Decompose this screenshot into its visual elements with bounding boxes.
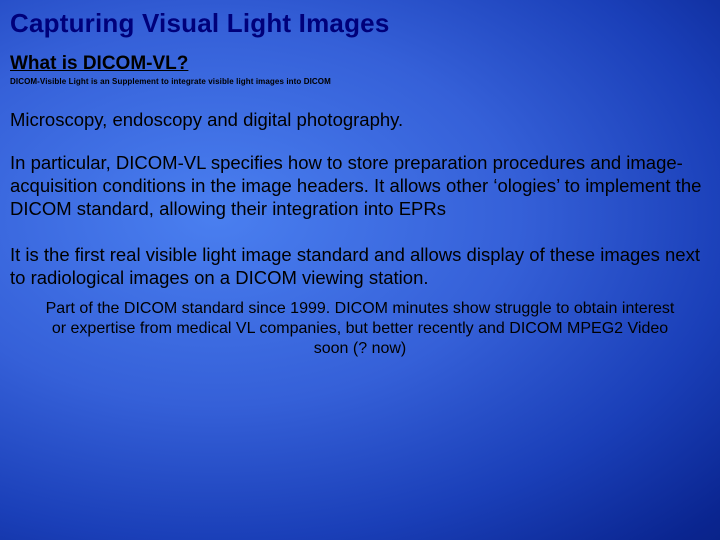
paragraph-2: In particular, DICOM-VL specifies how to… [10, 151, 710, 220]
slide-title: Capturing Visual Light Images [10, 8, 710, 39]
slide-subtitle: What is DICOM-VL? [10, 53, 710, 75]
slide-tiny-desc: DICOM-Visible Light is an Supplement to … [10, 77, 710, 86]
slide-container: Capturing Visual Light Images What is DI… [0, 0, 720, 540]
footer-note: Part of the DICOM standard since 1999. D… [10, 299, 710, 359]
paragraph-3: It is the first real visible light image… [10, 243, 710, 289]
paragraph-1: Microscopy, endoscopy and digital photog… [10, 108, 710, 131]
